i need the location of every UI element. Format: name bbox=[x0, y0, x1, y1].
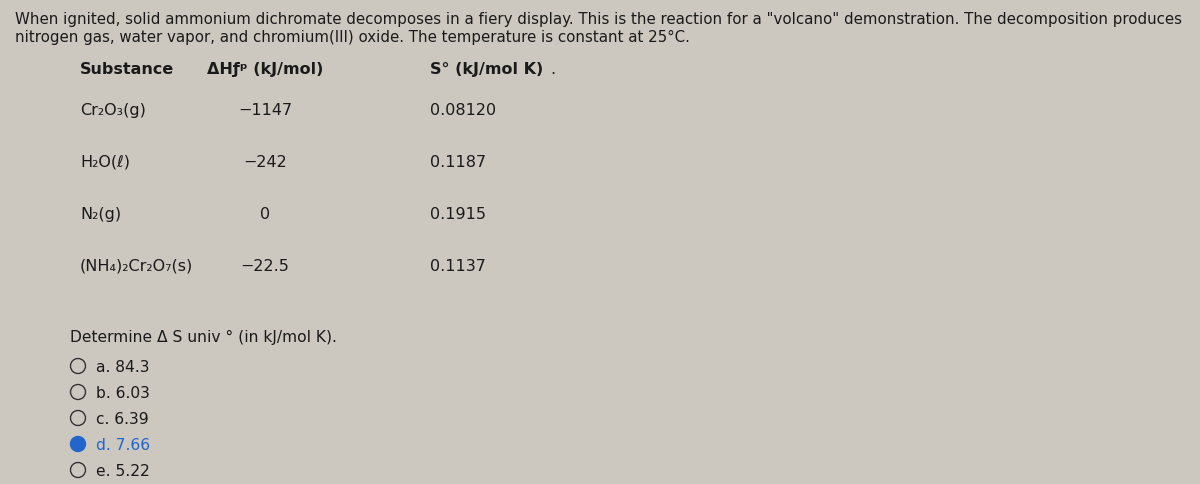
Text: Cr₂O₃(g): Cr₂O₃(g) bbox=[80, 103, 146, 118]
Text: −22.5: −22.5 bbox=[240, 258, 289, 273]
Text: nitrogen gas, water vapor, and chromium(III) oxide. The temperature is constant : nitrogen gas, water vapor, and chromium(… bbox=[14, 30, 690, 45]
Text: N₂(g): N₂(g) bbox=[80, 207, 121, 222]
Text: S° (kJ/mol K): S° (kJ/mol K) bbox=[430, 62, 544, 77]
Text: d. 7.66: d. 7.66 bbox=[96, 437, 150, 452]
Text: Determine Δ S univ ° (in kJ/mol K).: Determine Δ S univ ° (in kJ/mol K). bbox=[70, 329, 337, 344]
Text: 0.1915: 0.1915 bbox=[430, 207, 486, 222]
Text: a. 84.3: a. 84.3 bbox=[96, 359, 150, 374]
Text: 0.1187: 0.1187 bbox=[430, 155, 486, 170]
Text: ΔHƒᵖ (kJ/mol): ΔHƒᵖ (kJ/mol) bbox=[206, 62, 323, 77]
Text: −242: −242 bbox=[244, 155, 287, 170]
Text: 0: 0 bbox=[260, 207, 270, 222]
Text: 0.08120: 0.08120 bbox=[430, 103, 496, 118]
Text: Substance: Substance bbox=[80, 62, 174, 77]
Text: H₂O(ℓ): H₂O(ℓ) bbox=[80, 155, 130, 170]
Text: c. 6.39: c. 6.39 bbox=[96, 411, 149, 426]
Text: b. 6.03: b. 6.03 bbox=[96, 385, 150, 400]
Text: (NH₄)₂Cr₂O₇(s): (NH₄)₂Cr₂O₇(s) bbox=[80, 258, 193, 273]
Text: .: . bbox=[550, 62, 556, 77]
Circle shape bbox=[71, 437, 85, 452]
Text: 0.1137: 0.1137 bbox=[430, 258, 486, 273]
Text: e. 5.22: e. 5.22 bbox=[96, 463, 150, 478]
Text: −1147: −1147 bbox=[238, 103, 292, 118]
Text: When ignited, solid ammonium dichromate decomposes in a fiery display. This is t: When ignited, solid ammonium dichromate … bbox=[14, 12, 1182, 27]
